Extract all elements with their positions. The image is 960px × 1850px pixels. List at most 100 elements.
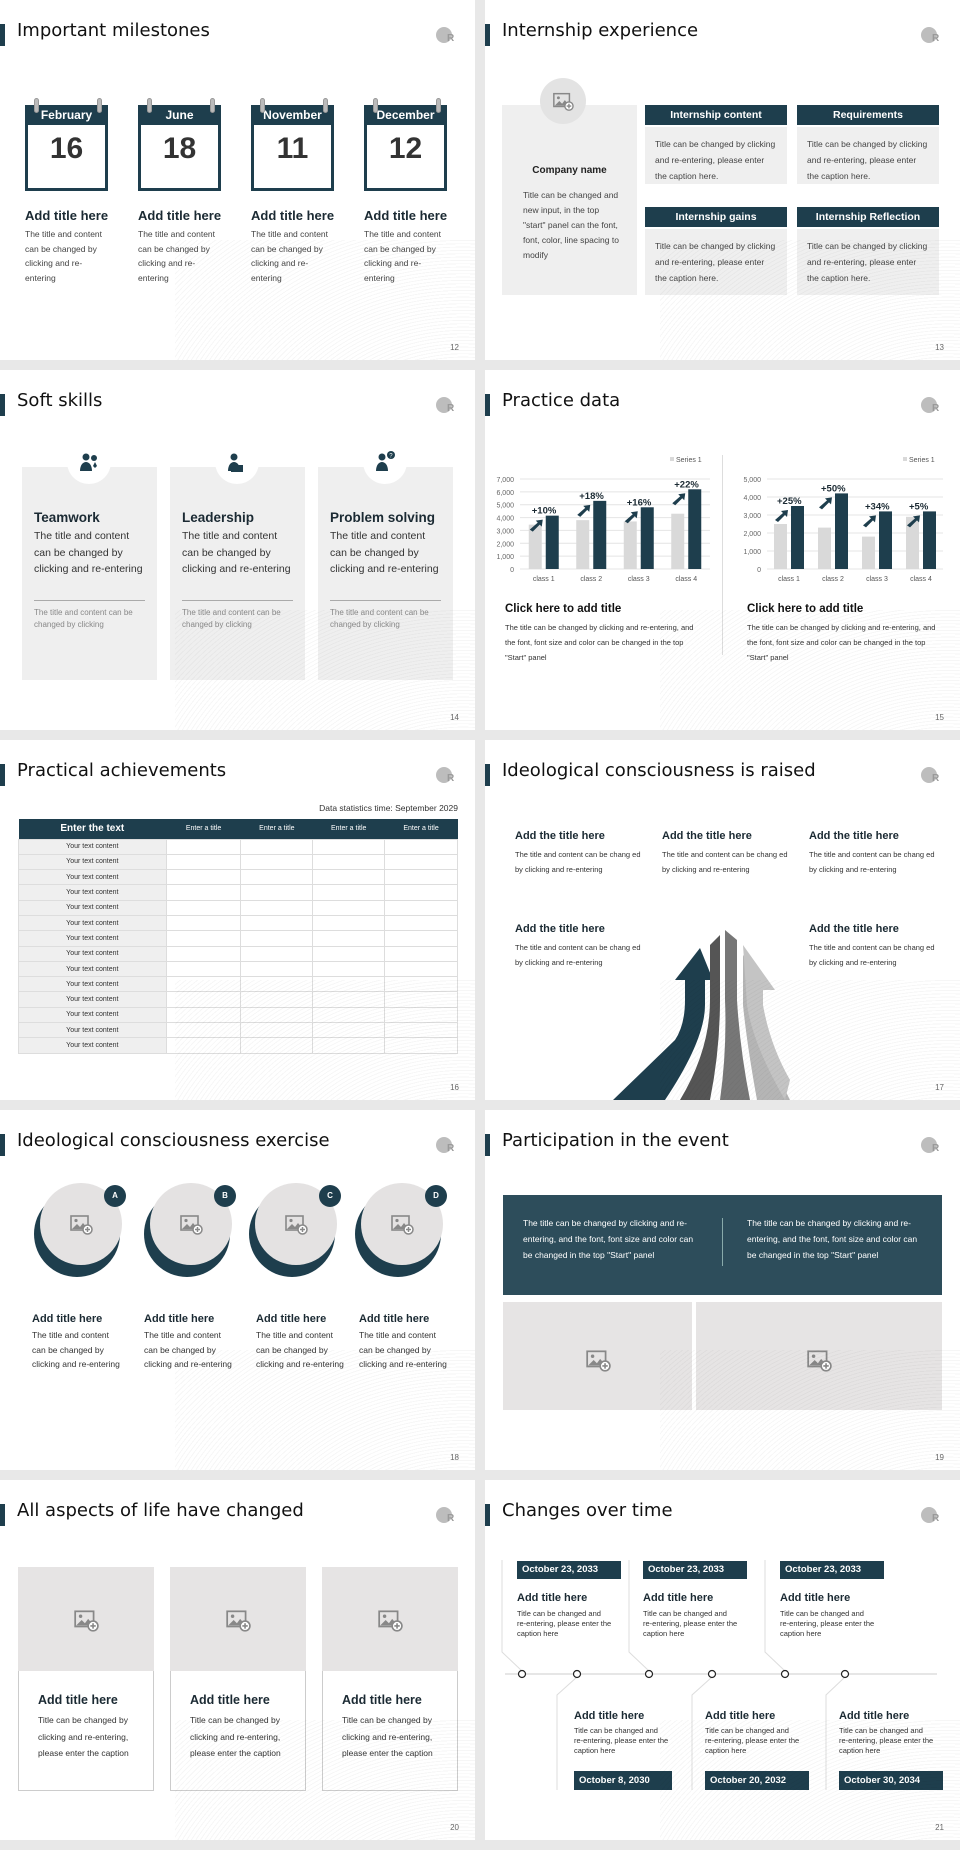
table-cell[interactable]: [240, 1006, 314, 1024]
logo: R: [920, 26, 946, 44]
calendar-ring: [373, 98, 378, 113]
table-cell[interactable]: [165, 853, 242, 871]
table-cell[interactable]: [165, 976, 242, 993]
table-cell[interactable]: [384, 869, 458, 886]
table-cell[interactable]: [384, 1006, 458, 1024]
slide-21[interactable]: Changes over time R 21 October 23, 2033 Add …: [485, 1480, 960, 1840]
table-cell[interactable]: [312, 884, 386, 901]
table-cell[interactable]: [384, 914, 458, 932]
table-cell[interactable]: [165, 884, 242, 901]
table-cell[interactable]: [165, 1022, 242, 1039]
table-cell[interactable]: [312, 838, 386, 855]
table-cell[interactable]: [240, 899, 314, 916]
table-cell[interactable]: [240, 930, 314, 947]
logo: R: [920, 766, 946, 784]
calendar-ring: [323, 98, 328, 113]
table-cell[interactable]: [384, 899, 458, 916]
table-cell[interactable]: [240, 869, 314, 886]
bar-series-1: [906, 516, 919, 569]
table-cell[interactable]: [240, 960, 314, 978]
table-cell[interactable]: [240, 838, 314, 855]
photo-card[interactable]: Add title here Title can be changed by cl…: [18, 1567, 154, 1791]
photo-placeholder[interactable]: [696, 1302, 942, 1410]
x-tick-label: class 1: [533, 576, 555, 583]
table-cell[interactable]: [384, 960, 458, 978]
company-image[interactable]: [540, 78, 586, 124]
slide-17[interactable]: Ideological consciousness is raised R 17 Ad…: [485, 740, 960, 1100]
table-cell[interactable]: [384, 976, 458, 993]
photo-card[interactable]: Add title here Title can be changed by cl…: [170, 1567, 306, 1791]
table-cell[interactable]: [312, 1037, 386, 1054]
bar-current: [879, 511, 892, 569]
table-cell[interactable]: [165, 914, 242, 932]
table-row-label: Your text content: [18, 869, 167, 886]
table-cell[interactable]: [384, 945, 458, 962]
table-cell[interactable]: [384, 930, 458, 947]
table-row: Your text content: [18, 884, 458, 901]
table-cell[interactable]: [240, 945, 314, 962]
table-cell[interactable]: [240, 976, 314, 993]
title-accent-bar: [0, 1134, 5, 1156]
table-cell[interactable]: [240, 1022, 314, 1039]
slide-12[interactable]: Important milestones R 12 February 16 Add tit…: [0, 0, 475, 360]
table-cell[interactable]: [312, 1006, 386, 1024]
table-cell[interactable]: [312, 976, 386, 993]
table-cell[interactable]: [384, 991, 458, 1008]
table-cell[interactable]: [384, 1022, 458, 1039]
table-cell[interactable]: [165, 930, 242, 947]
table-row-label: Your text content: [18, 930, 167, 947]
connector-line: [764, 1560, 786, 1672]
photo-card[interactable]: Add title here Title can be changed by cl…: [322, 1567, 458, 1791]
image-placeholder-icon: [69, 1212, 93, 1236]
title-accent-bar: [0, 1504, 5, 1526]
slide-18[interactable]: Ideological consciousness exercise R 18 A Ad…: [0, 1110, 475, 1470]
table-cell[interactable]: [165, 991, 242, 1008]
table-header-cell: Enter a title: [384, 819, 458, 839]
slide-16[interactable]: Practical achievements R 16 Data statistics…: [0, 740, 475, 1100]
title-accent-bar: [0, 24, 5, 46]
table-cell[interactable]: [312, 914, 386, 932]
table-cell[interactable]: [240, 884, 314, 901]
slide-20[interactable]: All aspects of life have changed R 20 Add t…: [0, 1480, 475, 1840]
table-cell[interactable]: [312, 991, 386, 1008]
table-cell[interactable]: [165, 899, 242, 916]
table-cell[interactable]: [165, 838, 242, 855]
table-cell[interactable]: [165, 1006, 242, 1024]
calendar-ring: [97, 98, 102, 113]
svg-text:R: R: [447, 773, 455, 784]
slide-15[interactable]: Practice data R 15 0 1,000 2,000 3,000 4,000 5,0…: [485, 370, 960, 730]
table-cell[interactable]: [384, 853, 458, 871]
table-cell[interactable]: [312, 869, 386, 886]
calendar-month: February: [25, 105, 108, 125]
svg-text:R: R: [932, 1143, 940, 1154]
table-cell[interactable]: [165, 869, 242, 886]
timeline-node: [780, 1669, 790, 1679]
table-cell[interactable]: [240, 991, 314, 1008]
table-cell[interactable]: [240, 853, 314, 871]
table-cell[interactable]: [312, 899, 386, 916]
table-cell[interactable]: [312, 1022, 386, 1039]
page-number: 18: [450, 1453, 459, 1462]
calendar-month: June: [138, 105, 221, 125]
table-cell[interactable]: [240, 1037, 314, 1054]
table-cell[interactable]: [240, 914, 314, 932]
slide-19[interactable]: Participation in the event R 19 The title c…: [485, 1110, 960, 1470]
slide-14[interactable]: Soft skills R 14 Teamwork The title and cont…: [0, 370, 475, 730]
table-cell[interactable]: [165, 945, 242, 962]
date-badge: October 8, 2030: [574, 1771, 672, 1790]
table-cell[interactable]: [165, 1037, 242, 1054]
table-cell[interactable]: [384, 884, 458, 901]
table-cell[interactable]: [384, 1037, 458, 1054]
slide-13[interactable]: Internship experience R 13 Company name Titl…: [485, 0, 960, 360]
skill-body: The title and content can be changed by …: [182, 530, 291, 575]
table-cell[interactable]: [384, 838, 458, 855]
logo: R: [920, 1136, 946, 1154]
table-cell[interactable]: [165, 960, 242, 978]
table-cell[interactable]: [312, 960, 386, 978]
skill-note: The title and content can be changed by …: [330, 608, 429, 629]
box-body: Title can be changed by clicking and re-…: [797, 127, 939, 184]
table-cell[interactable]: [312, 945, 386, 962]
table-cell[interactable]: [312, 930, 386, 947]
table-cell[interactable]: [312, 853, 386, 871]
photo-placeholder[interactable]: [503, 1302, 692, 1410]
